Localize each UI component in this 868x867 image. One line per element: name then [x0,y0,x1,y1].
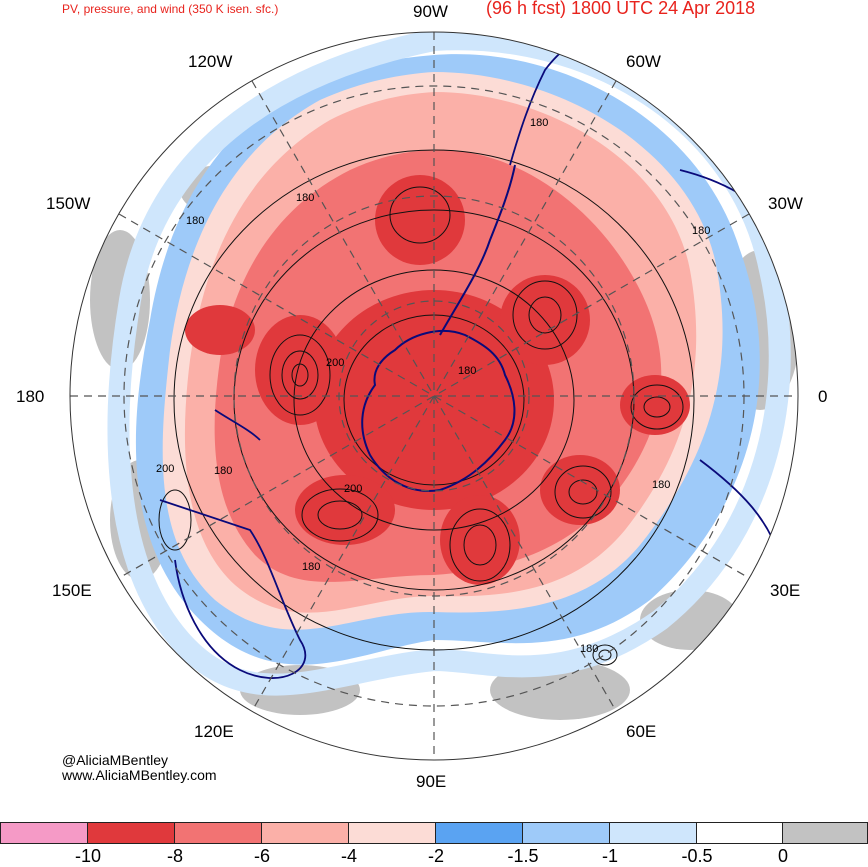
contour-label: 180 [530,117,548,129]
colorbar-swatch [87,822,175,844]
antarctic-peninsula-coastline [439,164,516,336]
lon-label-60e: 60E [626,722,657,741]
colorbar-swatch [0,822,88,844]
lon-label-150w: 150W [46,194,91,213]
contour-label: 200 [326,357,344,369]
lon-label-150e: 150E [52,581,92,600]
contour-label: 180 [214,465,232,477]
colorbar-swatch [696,822,783,844]
lon-label-90w: 90W [413,2,448,21]
colorbar-tick: 0 [777,846,788,866]
colorbar-tick: -10 [74,846,101,866]
colorbar-tick: -8 [166,846,183,866]
contour-label: 180 [458,365,476,377]
lon-label-60w: 60W [626,52,661,71]
contour-label: 180 [186,215,204,227]
colorbar-swatch [261,822,349,844]
contour-label: 180 [580,643,598,655]
colorbar-swatch [782,822,868,844]
colorbar-swatch [435,822,523,844]
colorbar-tick: -2 [427,846,444,866]
colorbar-swatch [522,822,610,844]
title-left: PV, pressure, and wind (350 K isen. sfc.… [62,2,279,16]
contour-label: 180 [652,479,670,491]
lon-label-120e: 120E [194,722,234,741]
contour-labels: 180 180 180 180 200 200 180 200 180 180 … [156,117,710,655]
lon-label-30e: 30E [770,581,801,600]
lon-label-120w: 120W [188,52,233,71]
contour-label: 200 [344,483,362,495]
colorbar-tick: -4 [340,846,357,866]
contour-label: 180 [692,225,710,237]
contour-label: 180 [302,561,320,573]
lon-label-90e: 90E [416,772,447,791]
credit-handle: @AliciaMBentley [62,752,169,768]
credit-website: www.AliciaMBentley.com [62,767,217,783]
colorbar-tick: -6 [253,846,270,866]
colorbar-swatch [174,822,262,844]
lon-label-0: 0 [818,387,828,406]
colorbar-tick: -0.5 [681,846,713,866]
colorbar-swatch [609,822,697,844]
antarctica-coastline [361,330,516,492]
lon-label-30w: 30W [768,194,803,213]
title-right: (96 h fcst) 1800 UTC 24 Apr 2018 [486,0,756,18]
map-boundary [69,31,799,761]
lat-lon-grid [70,32,798,760]
lon-label-180: 180 [16,387,45,406]
colorbar-tick: -1 [601,846,618,866]
colorbar-tick: -1.5 [507,846,539,866]
contour-label: 200 [156,463,174,475]
colorbar-swatch [348,822,436,844]
contour-label: 180 [296,192,314,204]
